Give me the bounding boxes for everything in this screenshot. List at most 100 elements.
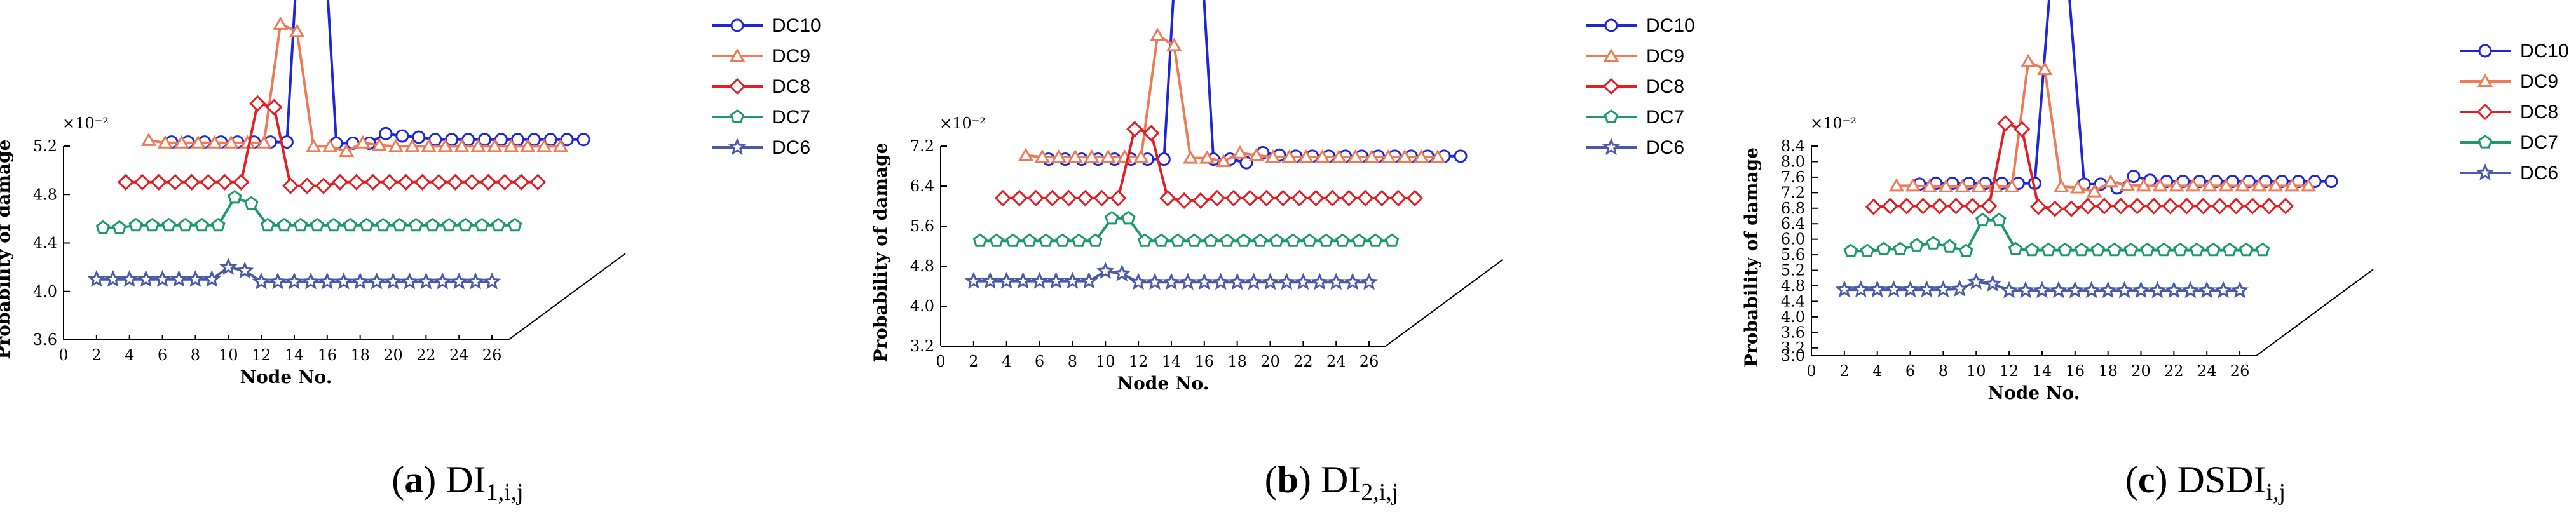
data-point — [2268, 178, 2284, 192]
y-tick-label: 6.4 — [1781, 215, 1805, 232]
data-point — [343, 217, 358, 232]
data-point — [433, 272, 452, 290]
data-point — [1860, 243, 1875, 257]
data-point — [1324, 189, 1341, 207]
x-tick-label: 12 — [2000, 362, 2019, 380]
data-point — [1030, 271, 1049, 289]
data-point — [2324, 175, 2338, 189]
data-point — [301, 272, 320, 290]
x-tick-label: 16 — [318, 346, 337, 364]
data-point — [2218, 178, 2234, 192]
data-point — [2096, 198, 2113, 215]
data-point — [1327, 273, 1346, 290]
data-point — [348, 173, 365, 191]
data-point — [2115, 281, 2134, 299]
data-point — [2082, 281, 2101, 299]
data-point — [1319, 233, 1333, 247]
series-dc7 — [95, 189, 522, 234]
data-point — [1938, 179, 1954, 192]
data-point — [1311, 273, 1329, 290]
data-point — [2014, 121, 2031, 138]
y-tick-label: 5.6 — [1781, 246, 1805, 264]
data-point — [421, 138, 437, 152]
data-point — [2037, 62, 2053, 76]
scale-label: ×10⁻² — [1810, 114, 1857, 132]
x-tick-label: 10 — [219, 346, 238, 364]
y-tick-label: 8.0 — [1781, 152, 1805, 170]
series-dc6 — [964, 262, 1379, 290]
data-point — [1307, 189, 1325, 207]
x-tick-label: 6 — [1905, 362, 1915, 380]
data-point — [417, 272, 435, 290]
x-tick-label: 20 — [383, 346, 403, 364]
x-tick-label: 10 — [1096, 353, 1115, 370]
depth-axis — [1385, 259, 1503, 347]
legend-marker — [2476, 103, 2494, 121]
data-point — [1901, 280, 1919, 298]
data-point — [1876, 241, 1891, 255]
legend-label: DC6 — [1646, 137, 1684, 158]
x-axis-title: Node No. — [240, 367, 332, 387]
legend-marker — [729, 48, 746, 62]
data-point — [997, 271, 1016, 289]
panel-caption: (a) DI1,i,j — [392, 459, 523, 506]
chart-panel-c: 3.03.23.64.04.44.85.25.66.06.46.87.27.68… — [1741, 0, 2569, 506]
y-tick-label: 4.0 — [1781, 308, 1805, 326]
data-point — [1281, 149, 1297, 163]
data-point — [157, 135, 173, 149]
data-point — [2157, 242, 2171, 257]
data-point — [137, 269, 155, 287]
data-point — [2222, 242, 2237, 257]
caption-open-paren: ( — [2125, 459, 2138, 501]
y-tick-label: 3.2 — [910, 337, 934, 355]
y-tick-label: 4.8 — [1781, 277, 1805, 295]
data-point — [2112, 198, 2129, 215]
data-point — [293, 217, 308, 232]
data-point — [2165, 281, 2183, 299]
data-point — [190, 135, 206, 149]
data-point — [216, 173, 233, 191]
data-point — [1220, 233, 1235, 247]
legend: DC10 DC9 DC8 DC7 DC6 — [2460, 41, 2569, 184]
data-point — [1105, 210, 1119, 225]
data-point — [1143, 125, 1160, 142]
x-tick-label: 16 — [1195, 353, 1215, 370]
data-point — [266, 98, 283, 116]
y-axis-title: Probability of damage — [0, 140, 14, 360]
data-point — [2070, 180, 2086, 194]
caption-letter: c — [2138, 459, 2155, 501]
data-point — [1954, 179, 1970, 192]
data-point — [1351, 233, 1366, 247]
y-axis-title: Probability of damage — [1741, 147, 1762, 367]
caption-open-paren: ( — [1265, 459, 1278, 501]
series-dc6 — [87, 257, 501, 290]
data-point — [2102, 174, 2119, 188]
data-point — [282, 177, 299, 194]
data-point — [2260, 198, 2278, 215]
data-point — [1340, 189, 1358, 207]
data-point — [1947, 198, 1965, 215]
data-point — [1126, 121, 1143, 138]
y-tick-label: 4.8 — [910, 257, 934, 275]
data-point — [989, 233, 1004, 247]
data-point — [2251, 178, 2267, 192]
data-point — [1199, 150, 1215, 164]
data-point — [1971, 179, 1987, 192]
data-point — [1265, 149, 1281, 163]
x-axis-title: Node No. — [1988, 382, 2080, 403]
data-point — [2244, 198, 2261, 215]
data-point — [1997, 115, 2014, 132]
legend-marker — [728, 77, 746, 95]
y-tick-label: 6.0 — [1781, 231, 1805, 248]
data-point — [117, 173, 135, 191]
data-point — [1975, 212, 1990, 227]
series-dc10 — [1912, 0, 2338, 195]
data-point — [409, 217, 423, 232]
caption-letter: a — [404, 459, 423, 501]
data-point — [1072, 233, 1086, 247]
data-point — [994, 189, 1012, 207]
data-point — [1133, 149, 1149, 163]
data-point — [1931, 198, 1948, 215]
data-point — [371, 137, 387, 151]
data-point — [2079, 198, 2097, 215]
